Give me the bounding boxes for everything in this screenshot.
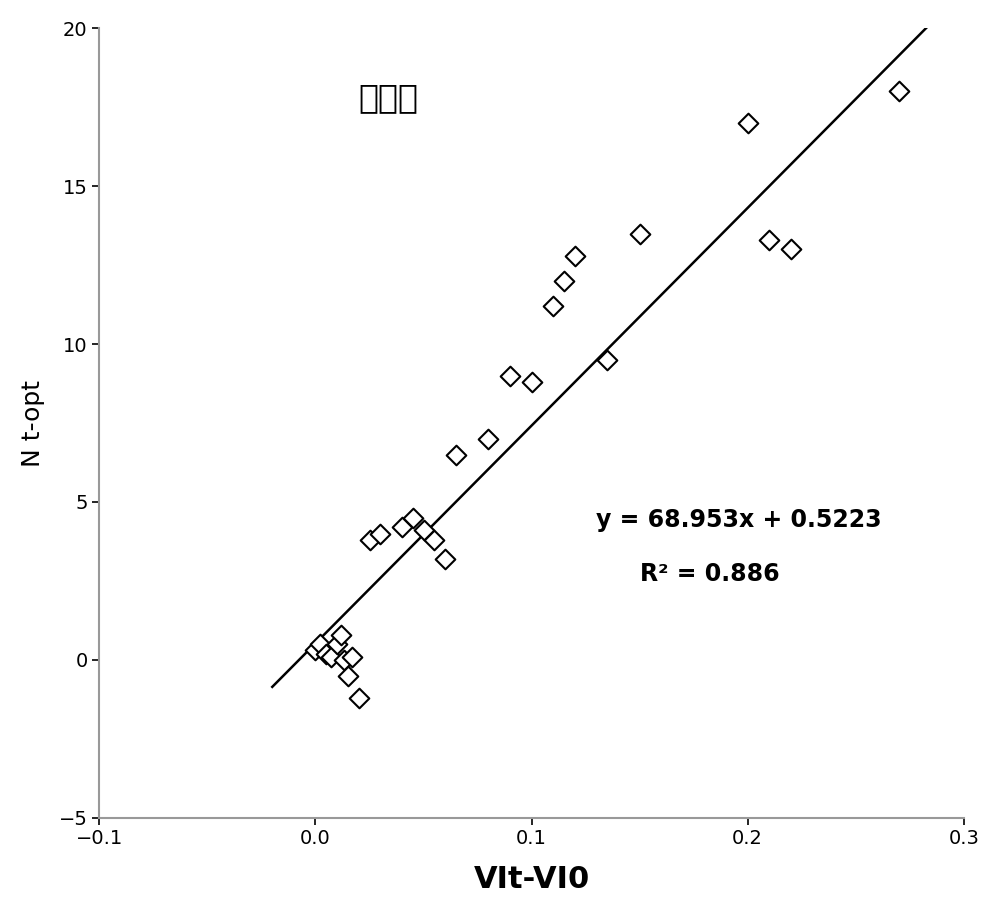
Point bbox=[362, 533, 378, 547]
Point bbox=[329, 637, 345, 651]
Text: 商水点: 商水点 bbox=[359, 81, 419, 114]
Point bbox=[405, 511, 421, 525]
Point bbox=[556, 274, 572, 288]
Point bbox=[891, 84, 907, 99]
Point bbox=[599, 352, 615, 367]
Point bbox=[632, 226, 648, 241]
Point bbox=[351, 691, 367, 705]
X-axis label: VIt-VI0: VIt-VI0 bbox=[473, 866, 590, 894]
Point bbox=[416, 523, 432, 538]
Point bbox=[344, 650, 360, 664]
Point bbox=[783, 242, 799, 257]
Point bbox=[318, 646, 334, 661]
Point bbox=[426, 533, 442, 547]
Point bbox=[448, 447, 464, 462]
Point bbox=[567, 248, 583, 263]
Point bbox=[480, 432, 496, 447]
Point bbox=[437, 552, 453, 566]
Point bbox=[524, 374, 540, 389]
Point bbox=[307, 643, 323, 658]
Point bbox=[394, 520, 410, 534]
Text: y = 68.953x + 0.5223: y = 68.953x + 0.5223 bbox=[596, 508, 882, 533]
Point bbox=[761, 232, 777, 247]
Point bbox=[333, 628, 349, 642]
Point bbox=[312, 637, 328, 651]
Point bbox=[323, 650, 339, 664]
Point bbox=[336, 652, 352, 667]
Point bbox=[545, 299, 561, 314]
Y-axis label: N t-opt: N t-opt bbox=[21, 380, 45, 467]
Point bbox=[372, 526, 388, 541]
Point bbox=[502, 369, 518, 383]
Text: R² = 0.886: R² = 0.886 bbox=[640, 562, 779, 586]
Point bbox=[740, 115, 756, 130]
Point bbox=[340, 668, 356, 683]
